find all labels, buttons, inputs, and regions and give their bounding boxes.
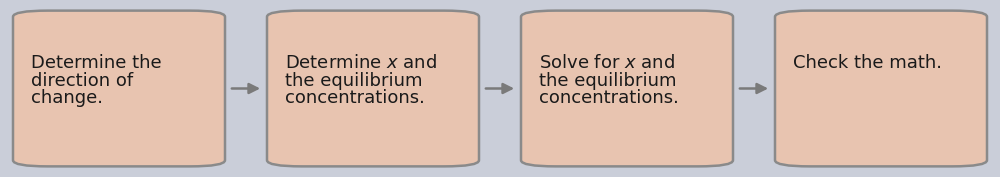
FancyBboxPatch shape [13,11,225,166]
Text: concentrations.: concentrations. [285,89,425,107]
Text: Check the math.: Check the math. [793,54,942,72]
Text: Solve for $x$ and: Solve for $x$ and [539,54,675,72]
Text: change.: change. [31,89,103,107]
Text: concentrations.: concentrations. [539,89,679,107]
Text: Determine the: Determine the [31,54,162,72]
Text: direction of: direction of [31,72,133,90]
Text: Determine $x$ and: Determine $x$ and [285,54,437,72]
Text: the equilibrium: the equilibrium [285,72,423,90]
FancyBboxPatch shape [521,11,733,166]
FancyBboxPatch shape [775,11,987,166]
Text: the equilibrium: the equilibrium [539,72,676,90]
FancyBboxPatch shape [267,11,479,166]
